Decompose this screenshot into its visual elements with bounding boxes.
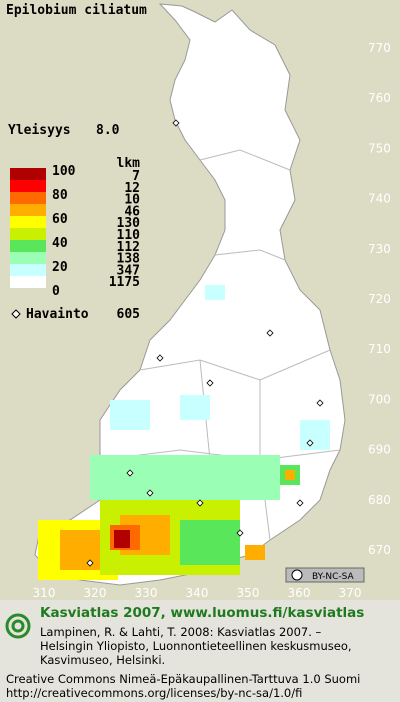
east-label: 350 [237,586,260,600]
legend-swatch [10,276,46,288]
legend-swatch [10,204,46,216]
license: http://creativecommons.org/licenses/by-n… [6,686,302,700]
north-label: 680 [368,493,391,507]
count-header: lkm [117,156,141,171]
legend-scale-label: 60 [52,212,68,227]
north-label: 670 [368,543,391,557]
legend-count: 130 [117,216,141,231]
logo [5,613,31,639]
legend-scale-label: 40 [52,236,68,251]
cc-icon [291,569,303,581]
legend-count: 138 [117,252,141,267]
north-label: 760 [368,91,391,105]
north-label: 730 [368,242,391,256]
legend-swatch [10,216,46,228]
legend-scale-label: 80 [52,188,68,203]
footer-heading: Kasviatlas 2007, www.luomus.fi/kasviatla… [40,605,364,621]
observation-label: Havainto [26,307,89,322]
north-label: 750 [368,141,391,155]
legend-swatch [10,168,46,180]
legend-count: 347 [117,263,140,278]
legend-swatch [10,240,46,252]
cc-badge [285,567,365,583]
finland [34,3,346,586]
east-label: 320 [84,586,107,600]
legend-scale-label: 100 [52,164,76,179]
legend-count: 1175 [109,275,140,290]
frequency-label: Yleisyys [8,123,71,138]
legend-swatch [10,228,46,240]
east-label: 330 [135,586,158,600]
legend-scale-label: 20 [52,260,68,275]
legend-swatch [10,264,46,276]
legend-count: 110 [117,228,141,243]
legend-count: 10 [124,193,140,208]
cc-badge-text: BY-NC-SA [312,572,355,582]
observation-points [86,119,324,567]
license: Creative Commons Nimeä-Epäkaupallinen-Ta… [6,672,360,686]
citation: Helsingin Yliopisto, Luonnontieteellinen… [40,639,352,653]
north-label: 700 [368,392,391,406]
legend-scale-label: 0 [52,284,60,299]
observation-count: 605 [117,307,140,322]
legend-count: 7 [132,169,140,184]
legend-swatch [10,192,46,204]
east-label: 310 [33,586,56,600]
north-label: 720 [368,292,391,306]
legend-swatch [10,180,46,192]
north-label: 690 [368,443,391,457]
north-label: 740 [368,192,391,206]
title: Epilobium ciliatum [6,3,147,18]
legend-swatch [10,252,46,264]
east-label: 370 [339,586,362,600]
legend-count: 46 [124,204,140,219]
citation: Kasvimuseo, Helsinki. [40,653,165,667]
frequency-value: 8.0 [96,123,120,138]
observation-symbol [11,309,21,319]
north-label: 770 [368,41,391,55]
east-label: 360 [288,586,311,600]
east-label: 340 [186,586,209,600]
citation: Lampinen, R. & Lahti, T. 2008: Kasviatla… [40,625,322,639]
footer-bg [0,600,400,702]
north-label: 710 [368,342,391,356]
occurrence-cells [38,285,330,580]
legend-count: 112 [117,240,140,255]
legend-count: 12 [124,181,140,196]
